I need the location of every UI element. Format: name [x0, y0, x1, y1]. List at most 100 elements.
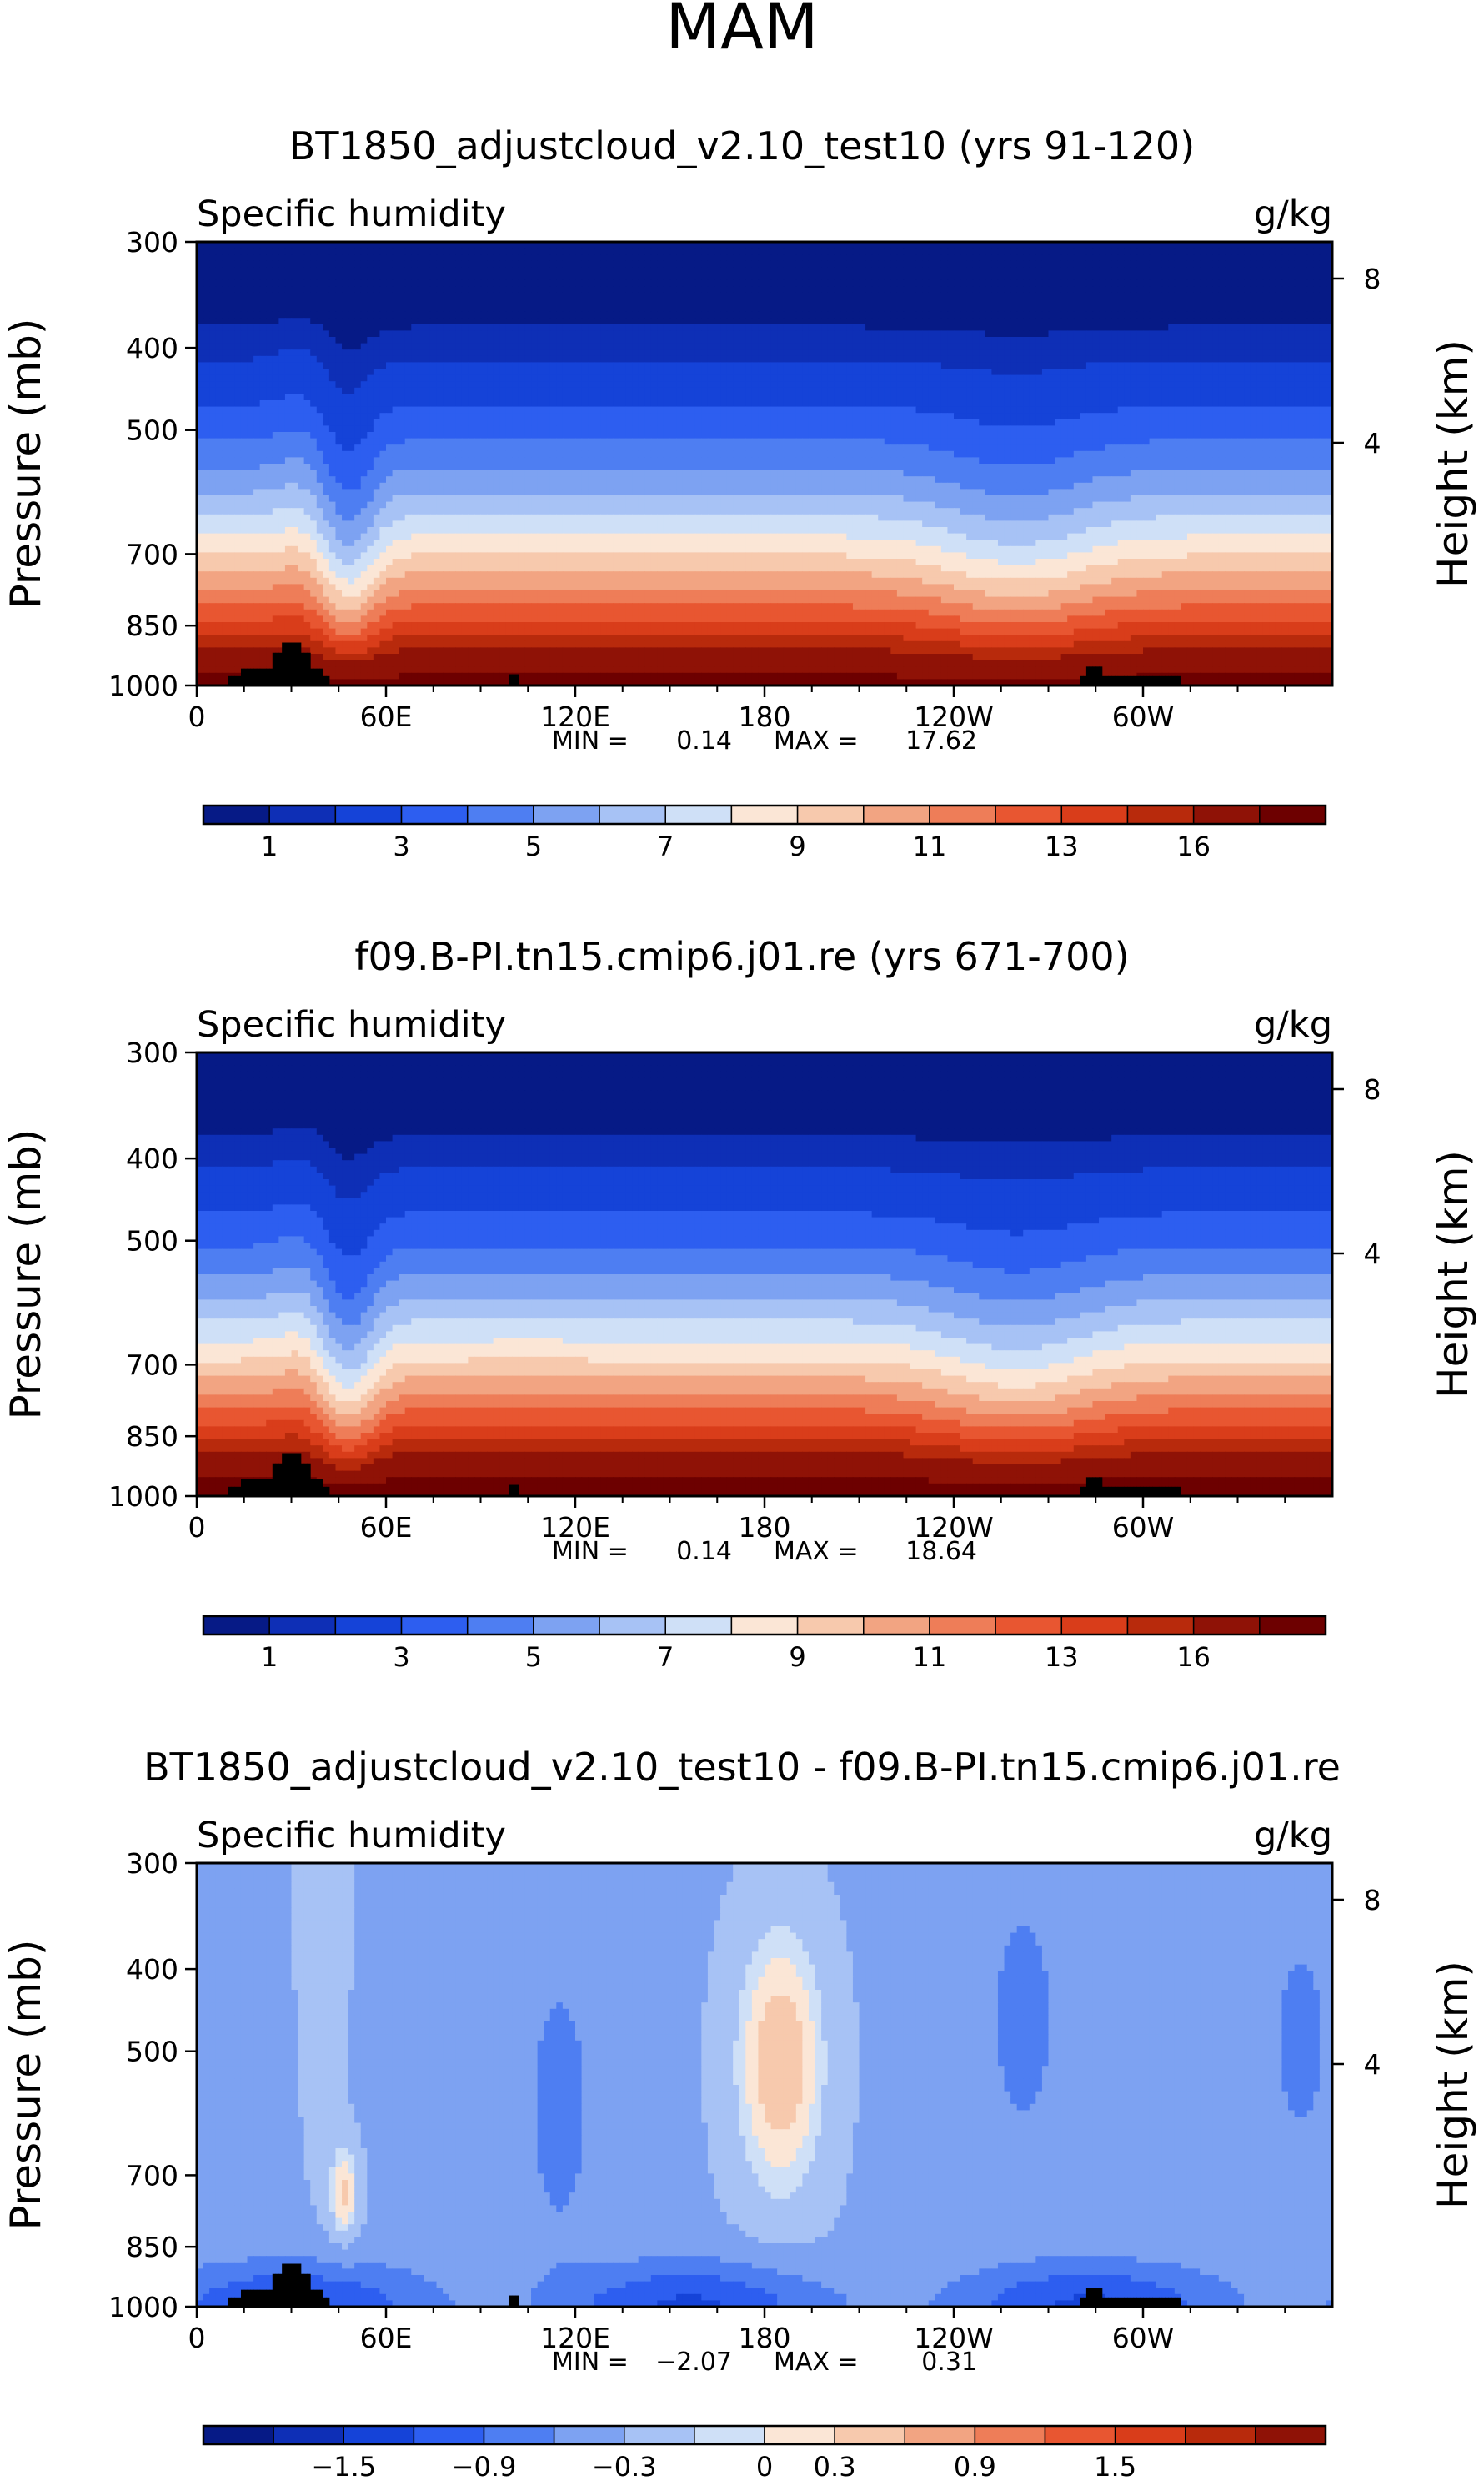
- contour-cell: [304, 267, 311, 274]
- contour-cell: [323, 254, 329, 261]
- contour-cell: [1156, 254, 1162, 261]
- contour-cell: [1256, 254, 1263, 261]
- contour-cell: [784, 267, 790, 274]
- contour-cell: [1269, 267, 1276, 274]
- contour-cell: [733, 261, 739, 268]
- contour-cell: [771, 267, 778, 274]
- contour-cell: [1111, 261, 1118, 268]
- contour-cell: [474, 261, 481, 268]
- panel-unit-label: g/kg: [1254, 193, 1332, 235]
- contour-cell: [512, 267, 519, 274]
- contour-cell: [784, 261, 790, 268]
- contour-cell: [689, 261, 695, 268]
- contour-cell: [1212, 249, 1219, 255]
- contour-cell: [809, 261, 815, 268]
- contour-cell: [323, 274, 329, 280]
- contour-cell: [310, 254, 317, 261]
- contour-cell: [266, 249, 273, 255]
- contour-cell: [973, 267, 980, 274]
- contour-cell: [1256, 261, 1263, 268]
- contour-cell: [298, 254, 304, 261]
- contour-cell: [910, 261, 916, 268]
- contour-cell: [1231, 267, 1238, 274]
- contour-cell: [1212, 267, 1219, 274]
- contour-cell: [897, 267, 904, 274]
- contour-cell: [809, 267, 815, 274]
- contour-cell: [966, 249, 973, 255]
- contour-cell: [393, 261, 399, 268]
- contour-cell: [1168, 267, 1175, 274]
- contour-cell: [1281, 254, 1288, 261]
- contour-cell: [644, 249, 651, 255]
- contour-cell: [985, 254, 992, 261]
- contour-cell: [1131, 254, 1137, 261]
- contour-cell: [708, 261, 714, 268]
- contour-cell: [733, 254, 739, 261]
- contour-cell: [367, 274, 374, 280]
- contour-cell: [1187, 267, 1194, 274]
- contour-cell: [910, 254, 916, 261]
- contour-cell: [1307, 254, 1314, 261]
- contour-cell: [739, 267, 746, 274]
- contour-cell: [758, 261, 765, 268]
- contour-cell: [519, 267, 525, 274]
- contour-cell: [443, 261, 449, 268]
- contour-cell: [644, 261, 651, 268]
- contour-cell: [203, 261, 210, 268]
- contour-cell: [556, 254, 563, 261]
- contour-cell: [273, 267, 279, 274]
- contour-cell: [676, 261, 683, 268]
- contour-cell: [998, 267, 1005, 274]
- contour-cell: [203, 249, 210, 255]
- contour-cell: [1187, 261, 1194, 268]
- contour-cell: [253, 261, 260, 268]
- contour-cell: [809, 254, 815, 261]
- contour-cell: [626, 249, 633, 255]
- contour-cell: [1251, 254, 1257, 261]
- contour-cell: [960, 267, 967, 274]
- contour-cell: [1150, 254, 1156, 261]
- contour-cell: [594, 254, 601, 261]
- contour-cell: [1320, 249, 1326, 255]
- contour-cell: [379, 274, 386, 280]
- contour-cell: [802, 249, 809, 255]
- contour-cell: [1175, 249, 1181, 255]
- contour-cell: [613, 261, 619, 268]
- contour-cell: [285, 274, 292, 280]
- figure: MAM BT1850_adjustcloud_v2.10_test10 (yrs…: [0, 0, 1484, 2481]
- contour-cell: [386, 274, 393, 280]
- contour-cell: [588, 254, 594, 261]
- contour-cell: [342, 249, 348, 255]
- contour-cell: [897, 254, 904, 261]
- contour-cell: [418, 267, 424, 274]
- contour-cell: [1251, 249, 1257, 255]
- contour-cell: [304, 249, 311, 255]
- contour-cell: [991, 261, 998, 268]
- contour-cell: [1061, 254, 1068, 261]
- contour-cell: [594, 261, 601, 268]
- contour-cell: [720, 261, 727, 268]
- contour-cell: [865, 267, 872, 274]
- contour-cell: [342, 254, 348, 261]
- contour-cell: [771, 261, 778, 268]
- contour-cell: [1269, 261, 1276, 268]
- contour-cell: [411, 249, 418, 255]
- contour-cell: [695, 254, 702, 261]
- contour-cell: [664, 261, 670, 268]
- contour-cell: [1030, 267, 1036, 274]
- contour-cell: [1225, 267, 1231, 274]
- contour-cell: [865, 261, 872, 268]
- contour-cell: [1269, 249, 1276, 255]
- contour-cell: [260, 254, 267, 261]
- contour-cell: [588, 249, 594, 255]
- contour-cell: [651, 267, 658, 274]
- contour-cell: [481, 261, 488, 268]
- contour-cell: [575, 267, 582, 274]
- contour-cell: [683, 261, 689, 268]
- contour-cell: [796, 261, 803, 268]
- contour-cell: [594, 249, 601, 255]
- contour-cell: [1092, 261, 1099, 268]
- chart-panel: BT1850_adjustcloud_v2.10_test10 (yrs 91-…: [2, 123, 1477, 862]
- contour-cell: [626, 267, 633, 274]
- contour-cell: [531, 267, 538, 274]
